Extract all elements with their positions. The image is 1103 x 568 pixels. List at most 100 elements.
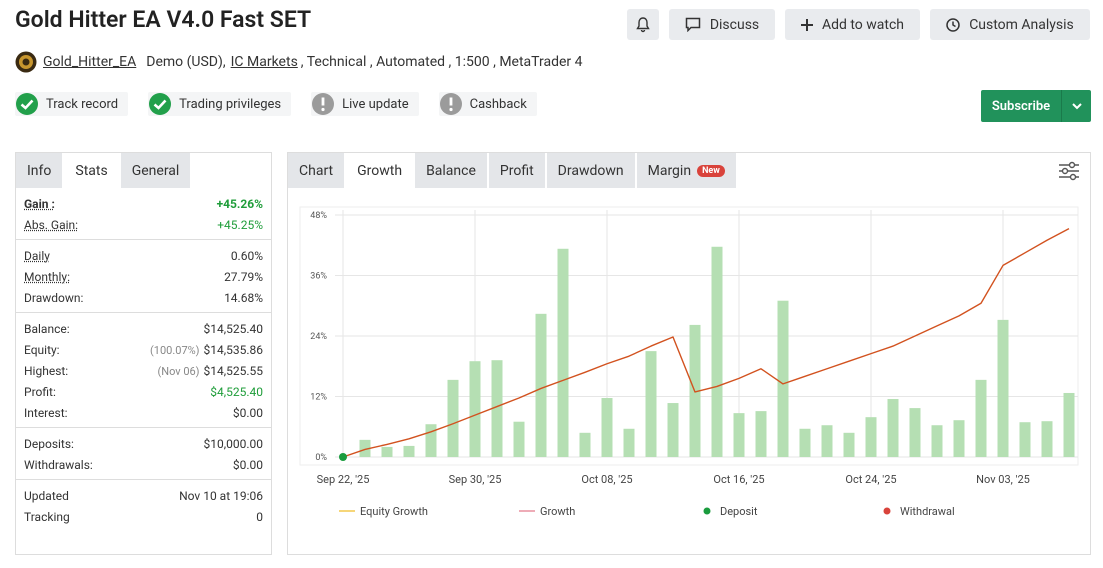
tab[interactable]: Margin New — [636, 153, 738, 188]
stat-value: 14.68% — [224, 291, 263, 305]
stat-label: Abs. Gain: — [24, 217, 79, 232]
tab[interactable]: Profit — [488, 153, 547, 188]
caret — [1071, 102, 1082, 109]
bar — [953, 420, 965, 457]
account-type: Demo (USD), — [146, 54, 226, 70]
stat-row: Balance: $14,525.40 — [24, 318, 263, 339]
discuss-button[interactable]: Discuss — [669, 9, 775, 40]
bar — [447, 379, 459, 457]
stat-note: (100.07%) — [150, 343, 200, 357]
chart-tabs: Chart Growth Balance Profit Drawdown Margin Ne… — [288, 153, 1090, 188]
tab[interactable]: Chart — [288, 153, 347, 188]
stat-label: Highest: — [24, 363, 69, 378]
broker-link[interactable]: IC Markets — [230, 54, 298, 70]
author-link[interactable]: Gold_Hitter_EA — [43, 54, 137, 70]
stat-number: $14,535.86 — [203, 342, 263, 357]
legend-label: Equity Growth — [360, 505, 428, 518]
stat-value: $4,525.40 — [210, 385, 263, 399]
stat-row: Tracking 0 — [24, 506, 263, 527]
bar — [711, 246, 723, 457]
bar — [469, 361, 481, 457]
stat-row: Daily 0.60% — [24, 245, 263, 266]
y-tick-label: 24% — [310, 332, 327, 342]
stat-number: 0.60% — [230, 248, 263, 263]
stat-group: Deposits: $10,000.00 Withdrawals: $0.00 — [16, 427, 271, 479]
stat-number: $14,525.40 — [203, 321, 263, 336]
stat-group: Daily 0.60% Monthly: 27.79% Drawdown: 14.68% — [16, 239, 271, 312]
x-tick-label: Oct 16, '25 — [713, 473, 764, 486]
stat-value: $10,000.00 — [204, 437, 263, 451]
badge-label: Trading privileges — [179, 96, 282, 112]
stats-list: Gain : +45.26% Abs. Gain: +45.25% Daily 0.60%… — [16, 188, 271, 531]
stat-number: Nov 10 at 19:06 — [179, 488, 263, 503]
stat-row: Interest: $0.00 — [24, 402, 263, 423]
legend-label: Withdrawal — [900, 505, 955, 518]
tab[interactable]: Stats — [64, 153, 121, 188]
chart: 0% 12% 24% 36% 48% Sep 22, '25 Sep 30, '25 Oct … — [299, 206, 1079, 518]
settings-icon[interactable] — [1058, 161, 1080, 181]
stat-label: Monthly: — [24, 269, 70, 284]
stat-value: Nov 10 at 19:06 — [179, 489, 263, 503]
analysis-button[interactable]: Custom Analysis — [930, 9, 1090, 40]
stat-number: $0.00 — [232, 457, 263, 472]
stat-row: Gain : +45.26% — [24, 193, 263, 214]
tab[interactable]: General — [120, 153, 193, 188]
watch-button[interactable]: Add to watch — [785, 9, 920, 40]
deposit-point — [339, 453, 347, 461]
bar — [777, 300, 789, 457]
badge-label: Live update — [342, 96, 409, 112]
badge: Live update — [311, 92, 419, 116]
stat-row: Monthly: 27.79% — [24, 266, 263, 287]
bar — [931, 425, 943, 457]
button-label: Discuss — [709, 16, 760, 33]
tab-label: Margin — [647, 162, 692, 179]
check-icon — [149, 93, 172, 115]
stat-row: Profit: $4,525.40 — [24, 381, 263, 402]
tab[interactable]: Info — [16, 153, 65, 188]
chart-panel: Chart Growth Balance Profit Drawdown Margin Ne… — [287, 152, 1091, 555]
bar — [645, 351, 657, 457]
stat-label: Balance: — [24, 321, 70, 336]
badge: Cashback — [438, 92, 537, 116]
stat-label: Updated — [24, 488, 69, 503]
x-tick-label: Oct 24, '25 — [845, 473, 896, 486]
bar — [535, 313, 547, 457]
stat-value: +45.26% — [217, 197, 263, 211]
tab[interactable]: Balance — [415, 153, 489, 188]
stat-label: Drawdown: — [24, 290, 84, 305]
subscribe-button[interactable]: Subscribe — [981, 90, 1091, 122]
bar — [1063, 392, 1075, 457]
tab[interactable]: Drawdown — [546, 153, 637, 188]
bar — [865, 417, 877, 457]
stat-number: $4,525.40 — [210, 384, 263, 399]
bar — [887, 399, 899, 457]
y-tick-label: 12% — [310, 393, 327, 403]
stat-number: 27.79% — [224, 269, 263, 284]
bar — [623, 428, 635, 457]
new-badge: New — [697, 164, 725, 177]
bar — [909, 408, 921, 457]
avatar — [15, 51, 37, 73]
tab-label: Stats — [75, 162, 108, 179]
bar — [513, 421, 525, 457]
bar — [799, 428, 811, 457]
tab[interactable]: Growth — [346, 153, 416, 188]
stat-row: Abs. Gain: +45.25% — [24, 214, 263, 235]
bar — [381, 446, 393, 457]
page-title: Gold Hitter EA V4.0 Fast SET — [15, 6, 312, 33]
stat-label: Withdrawals: — [24, 457, 93, 472]
bar — [425, 424, 437, 457]
stat-label: Gain : — [24, 196, 55, 211]
x-tick-label: Sep 22, '25 — [317, 473, 370, 486]
alert-button[interactable] — [627, 9, 659, 40]
subscribe-dropdown[interactable] — [1061, 90, 1091, 122]
stat-label: Tracking — [24, 509, 70, 524]
stat-number: +45.26% — [216, 196, 263, 211]
pending-icon — [439, 93, 462, 115]
stat-value: $14,525.40 — [204, 322, 263, 336]
bar — [359, 439, 371, 457]
growth-line — [342, 227, 1070, 458]
bar — [843, 432, 855, 457]
check-icon — [16, 93, 38, 115]
bar — [667, 403, 679, 457]
